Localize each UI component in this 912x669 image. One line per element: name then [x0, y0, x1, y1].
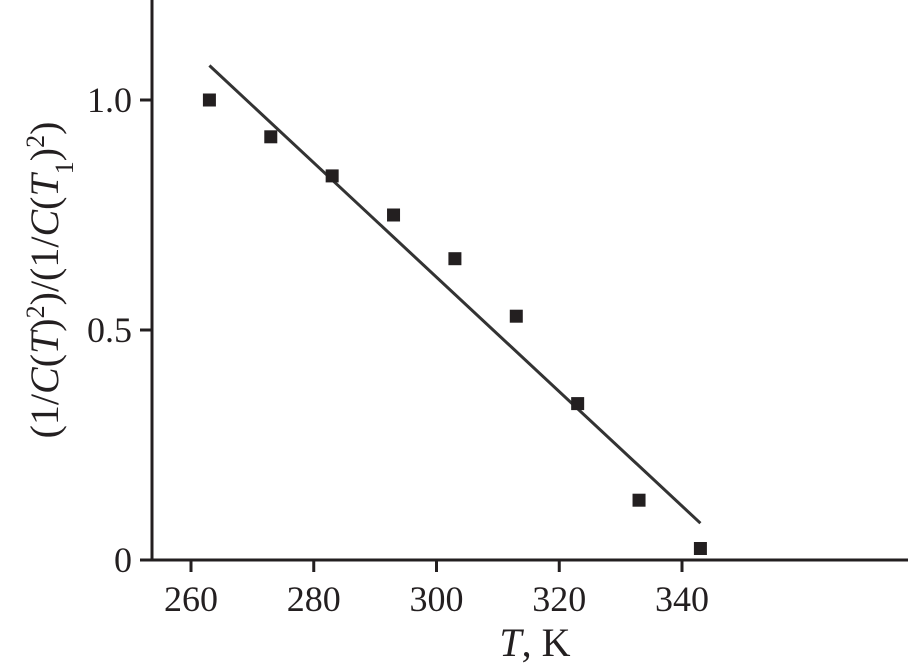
x-axis-title: T, K — [499, 620, 570, 665]
y-tick-label-0: 0 — [114, 540, 132, 580]
data-point-303 — [448, 252, 462, 266]
fit-line-layer — [208, 64, 702, 525]
x-tick-label-300: 300 — [410, 579, 464, 619]
x-tick-label-280: 280 — [287, 579, 341, 619]
y-axis-title: (1/C(T)2)/(1/C(T1)2) — [21, 122, 79, 439]
axes — [150, 0, 908, 562]
data-point-263 — [202, 93, 216, 107]
data-points — [202, 93, 707, 555]
data-point-343 — [693, 542, 707, 555]
data-point-283 — [325, 169, 339, 183]
y-tick-label-1: 1.0 — [87, 80, 132, 120]
x-tick-label-340: 340 — [655, 579, 709, 619]
fit-line — [208, 64, 702, 525]
ticks: 260 280 300 320 340 0 0.5 1.0 — [87, 80, 709, 619]
data-point-313 — [509, 309, 523, 323]
data-point-333 — [632, 493, 646, 507]
data-point-273 — [264, 130, 278, 144]
data-point-293 — [387, 208, 401, 222]
data-point-323 — [571, 397, 585, 411]
x-tick-label-260: 260 — [164, 579, 218, 619]
y-tick-label-0.5: 0.5 — [87, 310, 132, 350]
x-tick-label-320: 320 — [532, 579, 586, 619]
